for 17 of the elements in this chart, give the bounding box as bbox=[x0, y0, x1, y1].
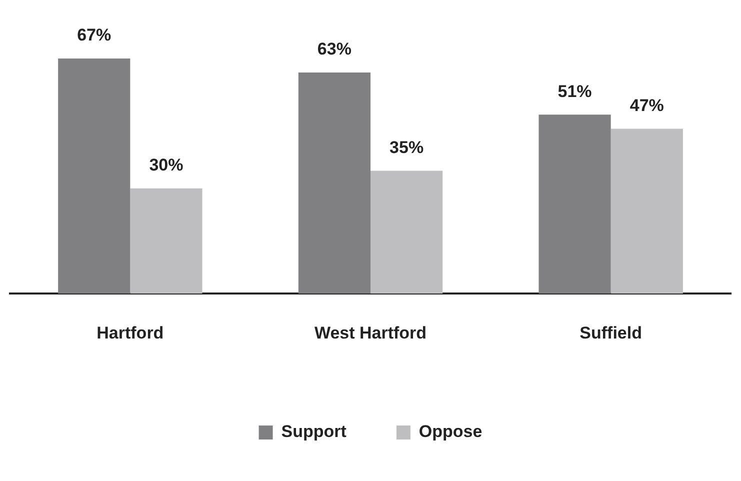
data-label: 30% bbox=[149, 156, 184, 175]
data-label: 63% bbox=[317, 40, 352, 59]
bar bbox=[370, 170, 443, 294]
data-label: 51% bbox=[558, 82, 592, 101]
x-tick-label: West Hartford bbox=[314, 323, 427, 342]
bar bbox=[538, 114, 611, 294]
data-label: 35% bbox=[390, 138, 424, 157]
data-label: 67% bbox=[77, 26, 112, 45]
legend-label: Support bbox=[281, 422, 347, 442]
legend-label: Oppose bbox=[418, 422, 482, 442]
x-tick-label: Suffield bbox=[580, 323, 642, 342]
bar bbox=[610, 128, 683, 294]
bar bbox=[130, 188, 202, 294]
x-tick-label: Hartford bbox=[96, 323, 164, 342]
bar bbox=[298, 72, 370, 294]
bar bbox=[58, 58, 130, 294]
data-label: 47% bbox=[630, 96, 664, 115]
